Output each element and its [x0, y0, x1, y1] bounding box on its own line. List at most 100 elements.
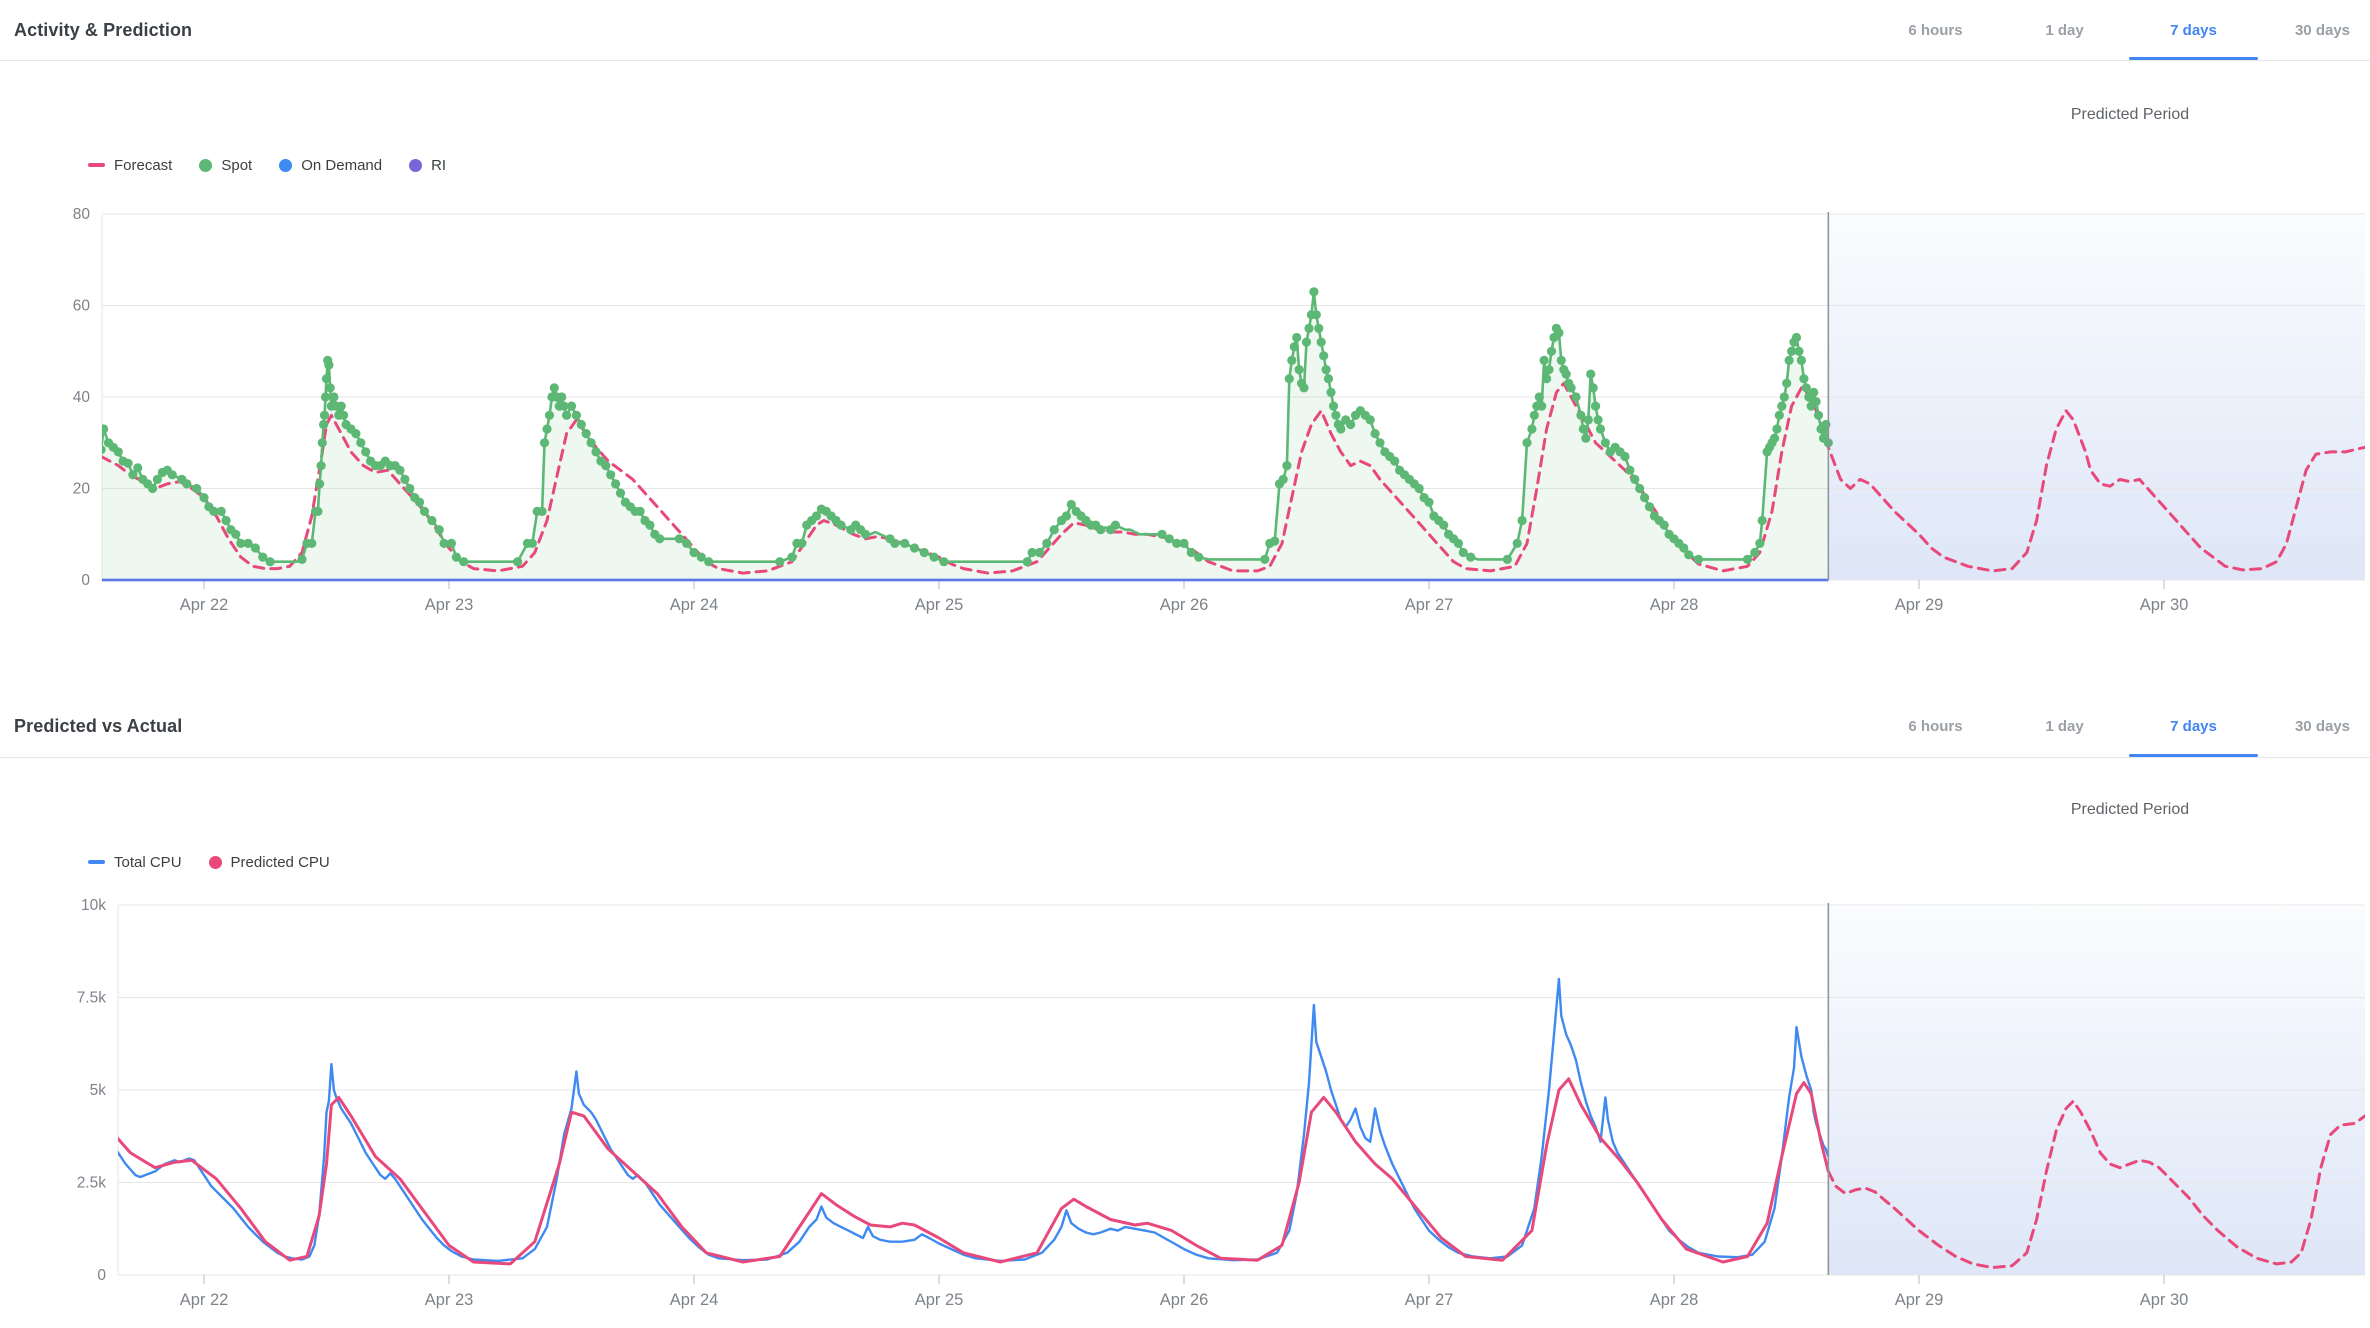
active-tab-underline [2129, 754, 2258, 757]
spot-marker [361, 447, 371, 457]
legend-dot-swatch [208, 855, 222, 869]
spot-marker [1424, 497, 1434, 507]
spot-marker [1096, 525, 1106, 535]
tab-6-hours[interactable]: 6 hours [1871, 0, 2000, 60]
spot-marker [329, 392, 339, 402]
spot-marker [128, 470, 138, 480]
spot-marker [704, 557, 714, 567]
spot-marker [1534, 392, 1544, 402]
spot-marker [1813, 410, 1824, 420]
legend-dash-swatch [88, 860, 105, 864]
spot-marker [1576, 410, 1586, 420]
spot-marker [1314, 323, 1324, 333]
legend-label: On Demand [301, 156, 383, 174]
activity-panel-title: Activity & Prediction [14, 19, 193, 40]
spot-marker [1769, 433, 1780, 443]
spot-marker [527, 538, 537, 549]
spot-marker [1512, 538, 1522, 549]
spot-marker [1556, 355, 1566, 365]
spot-marker [1458, 547, 1468, 558]
activity-chart-legend: Forecast Spot On Demand RI [88, 150, 446, 180]
legend-item-spot[interactable]: Spot [199, 157, 252, 174]
y-tick-label: 0 [81, 572, 90, 589]
spot-marker [542, 424, 552, 434]
legend-item-on-demand[interactable]: On Demand [279, 157, 382, 174]
spot-marker [1311, 310, 1321, 320]
spot-marker [152, 474, 162, 484]
x-tick-label: Apr 28 [1650, 596, 1699, 614]
activity-chart: 0 20 40 60 80 Apr 22 Apr 23 Apr 24 Apr 25 Apr 26 A… [73, 206, 2365, 614]
spot-marker [325, 383, 335, 393]
spot-marker [243, 538, 253, 549]
predicted-period-label-cpu: Predicted Period [2070, 801, 2190, 818]
spot-marker [102, 424, 109, 434]
spot-marker [319, 410, 330, 420]
spot-marker [1684, 550, 1694, 560]
spot-marker [1319, 351, 1329, 361]
legend-item-forecast[interactable]: Forecast [88, 157, 172, 174]
spot-marker [1539, 355, 1549, 365]
spot-marker [1316, 337, 1326, 347]
spot-marker [1326, 387, 1336, 397]
cpu-chart: 0 2.5k 5k 7.5k 10k Apr 22 Apr 23 Apr 24 Apr 25 Ap… [77, 897, 2365, 1309]
spot-marker [1542, 374, 1552, 384]
spot-marker [1583, 415, 1593, 425]
spot-marker [317, 438, 327, 448]
tab-1-day[interactable]: 1 day [2000, 695, 2129, 757]
spot-marker [1299, 383, 1309, 393]
spot-marker [645, 520, 655, 530]
x-tick-label: Apr 23 [425, 596, 474, 614]
spot-marker [1284, 374, 1294, 384]
spot-marker [860, 529, 871, 539]
spot-marker [1517, 515, 1527, 526]
legend-item-ri[interactable]: RI [409, 157, 446, 174]
tab-6-hours[interactable]: 6 hours [1871, 695, 2000, 757]
spot-marker [1453, 538, 1463, 549]
spot-marker [1811, 397, 1821, 407]
spot-marker [576, 419, 586, 430]
x-tick-label: Apr 30 [2140, 596, 2189, 614]
spot-marker [1794, 346, 1804, 356]
spot-marker [1772, 424, 1782, 434]
tab-1-day[interactable]: 1 day [2000, 0, 2129, 60]
spot-marker [1529, 410, 1539, 420]
spot-marker [1287, 355, 1297, 365]
spot-marker [1321, 365, 1331, 375]
tab-30-days[interactable]: 30 days [2258, 0, 2370, 60]
spot-marker [319, 419, 329, 430]
tab-7-days[interactable]: 7 days [2129, 695, 2258, 757]
spot-marker [562, 410, 572, 420]
spot-marker [1620, 451, 1630, 462]
legend-dash-swatch [88, 163, 105, 167]
forecast-line [102, 381, 2365, 575]
spot-marker [1593, 415, 1603, 425]
spot-marker [451, 552, 461, 562]
legend-item-predicted-cpu[interactable]: Predicted CPU [208, 854, 330, 871]
spot-marker [405, 483, 415, 494]
spot-marker [1527, 424, 1537, 434]
active-tab-underline [2129, 57, 2258, 60]
legend-label: Forecast [114, 156, 173, 174]
spot-marker [581, 429, 591, 439]
spot-marker [900, 538, 910, 549]
spot-marker [1595, 424, 1606, 434]
spot-marker [1635, 483, 1645, 494]
y-tick-label: 60 [73, 298, 91, 315]
tab-30-days[interactable]: 30 days [2258, 695, 2370, 757]
tab-label: 30 days [2294, 21, 2351, 39]
spot-marker [313, 506, 323, 516]
x-tick-label: Apr 26 [1160, 1291, 1209, 1309]
spot-marker [1365, 415, 1375, 425]
x-tick-label: Apr 29 [1895, 596, 1944, 614]
spot-marker [1755, 538, 1765, 549]
spot-marker [1791, 332, 1802, 343]
legend-item-total-cpu[interactable]: Total CPU [88, 854, 182, 871]
x-tick-label: Apr 29 [1895, 1291, 1944, 1309]
spot-marker [167, 470, 177, 480]
spot-marker [797, 538, 807, 549]
spot-marker [549, 383, 559, 393]
spot-marker [1301, 337, 1312, 347]
tab-7-days[interactable]: 7 days [2129, 0, 2258, 60]
legend-label: Total CPU [114, 853, 182, 871]
